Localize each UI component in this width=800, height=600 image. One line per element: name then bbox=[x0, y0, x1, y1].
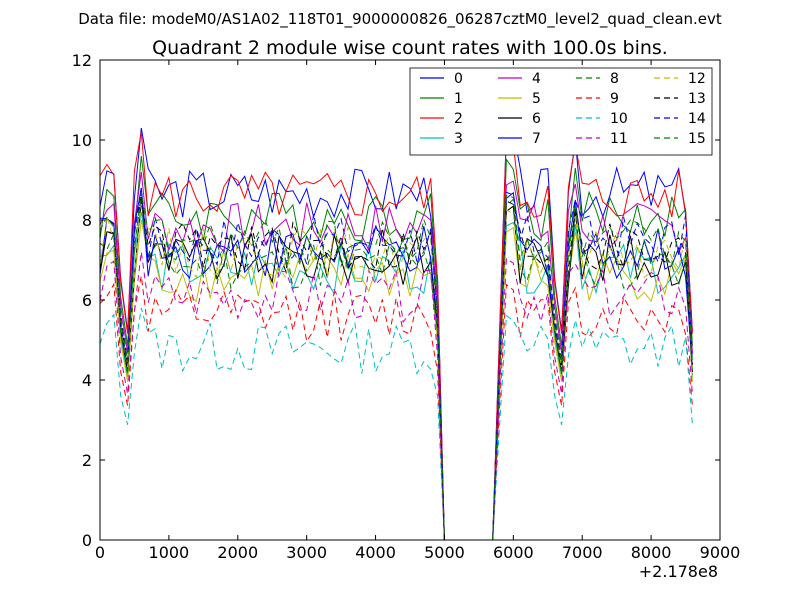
series-line-2 bbox=[99, 131, 693, 541]
x-tick-label: 7000 bbox=[562, 543, 603, 562]
series-line-0 bbox=[99, 127, 693, 541]
legend-label-7: 7 bbox=[532, 131, 541, 147]
y-tick-label: 6 bbox=[82, 291, 92, 310]
legend-label-2: 2 bbox=[454, 111, 463, 127]
series-layer bbox=[99, 127, 693, 541]
y-tick-label: 8 bbox=[82, 211, 92, 230]
legend-label-14: 14 bbox=[688, 111, 706, 127]
x-tick-label: 3000 bbox=[286, 543, 327, 562]
x-tick-label: 5000 bbox=[424, 543, 465, 562]
x-tick-label: 8000 bbox=[631, 543, 672, 562]
legend-label-1: 1 bbox=[454, 91, 463, 107]
x-tick-label: 1000 bbox=[149, 543, 190, 562]
x-tick-label: 0 bbox=[95, 543, 105, 562]
x-tick-label: 9000 bbox=[700, 543, 741, 562]
x-axis: 0 1000 2000 3000 4000 5000 6000 7000 8000 9000 bbox=[95, 60, 740, 562]
legend-label-13: 13 bbox=[688, 91, 706, 107]
legend-label-11: 11 bbox=[610, 131, 628, 147]
legend-label-3: 3 bbox=[454, 131, 463, 147]
y-tick-label: 4 bbox=[82, 371, 92, 390]
series-line-10 bbox=[99, 307, 693, 541]
legend-label-8: 8 bbox=[610, 71, 619, 87]
series-line-11 bbox=[99, 251, 693, 541]
x-tick-label: 6000 bbox=[493, 543, 534, 562]
y-tick-label: 0 bbox=[82, 531, 92, 550]
legend-label-10: 10 bbox=[610, 111, 628, 127]
series-line-15 bbox=[99, 191, 693, 541]
legend-label-15: 15 bbox=[688, 131, 706, 147]
series-line-8 bbox=[99, 195, 693, 541]
series-line-14 bbox=[99, 187, 693, 541]
legend-label-4: 4 bbox=[532, 71, 541, 87]
legend-box bbox=[409, 67, 713, 156]
legend-label-6: 6 bbox=[532, 111, 541, 127]
x-offset-label: +2.178e8 bbox=[639, 562, 718, 581]
legend-label-9: 9 bbox=[610, 91, 619, 107]
chart-title: Quadrant 2 module wise count rates with … bbox=[152, 37, 668, 59]
legend-label-12: 12 bbox=[688, 71, 706, 87]
y-tick-label: 12 bbox=[72, 51, 92, 70]
y-tick-label: 2 bbox=[82, 451, 92, 470]
legend-label-0: 0 bbox=[454, 71, 463, 87]
x-tick-label: 2000 bbox=[217, 543, 258, 562]
x-tick-label: 4000 bbox=[355, 543, 396, 562]
series-line-9 bbox=[99, 275, 693, 541]
legend-label-5: 5 bbox=[532, 91, 541, 107]
figure-suptitle: Data file: modeM0/AS1A02_118T01_90000008… bbox=[78, 10, 722, 29]
y-tick-label: 10 bbox=[72, 131, 92, 150]
